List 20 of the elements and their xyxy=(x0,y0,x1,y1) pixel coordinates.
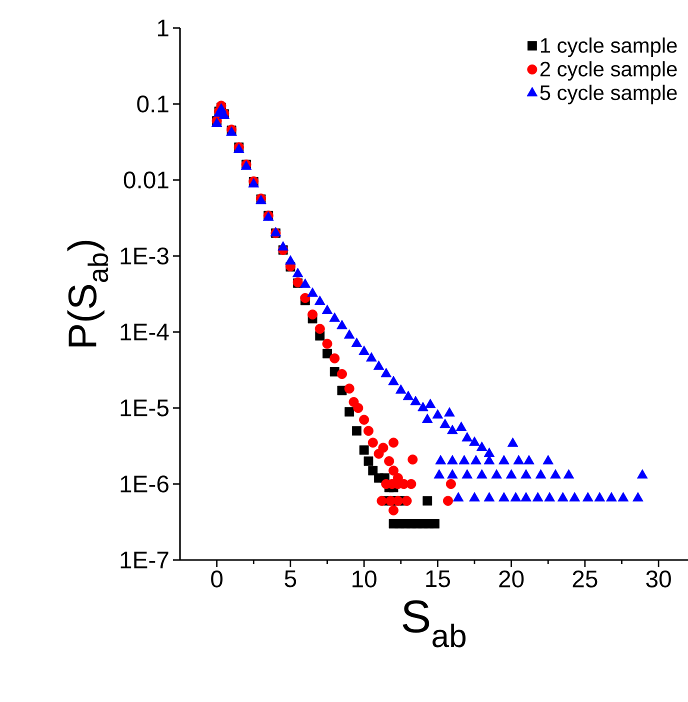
y-tick-label: 0.01 xyxy=(124,172,168,188)
x-tick-label: 10 xyxy=(352,570,376,588)
legend-label: 1 cycle sample xyxy=(540,38,677,58)
legend-label: 5 cycle sample xyxy=(540,84,677,104)
x-tick-label: 0 xyxy=(211,570,223,588)
x-axis-title: S$_{ab}$ xyxy=(402,600,466,648)
x-tick-label: 15 xyxy=(426,570,450,588)
y-tick-label: 1 xyxy=(158,20,168,36)
legend-label: 2 cycle sample xyxy=(540,61,677,81)
y-tick-label: 1E-6 xyxy=(120,476,168,492)
x-tick-label: 5 xyxy=(284,570,296,588)
y-tick-label: 0.1 xyxy=(137,96,168,112)
x-tick-label: 30 xyxy=(646,570,671,588)
y-tick-label: 1E-7 xyxy=(120,552,168,568)
x-tick-label: 25 xyxy=(572,570,598,588)
y-tick-label: 1E-3 xyxy=(120,248,168,264)
y-tick-label: 1E-5 xyxy=(120,400,168,416)
y-tick-label: 1E-4 xyxy=(120,324,169,340)
y-axis-title: P(S$_{ab}$) xyxy=(67,240,108,346)
x-tick-label: 20 xyxy=(499,570,524,588)
